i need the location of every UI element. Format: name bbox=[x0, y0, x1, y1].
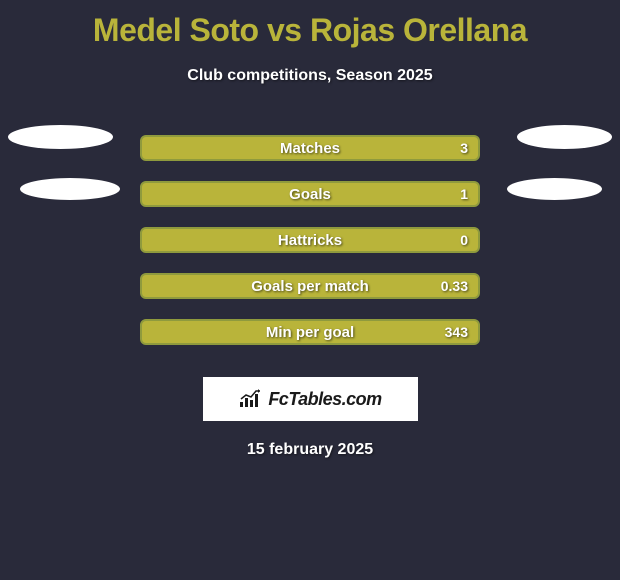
stat-value: 0.33 bbox=[441, 278, 468, 294]
date-text: 15 february 2025 bbox=[0, 441, 620, 459]
page-title: Medel Soto vs Rojas Orellana bbox=[0, 0, 620, 49]
stat-bar-hattricks: Hattricks 0 bbox=[140, 227, 480, 253]
stat-row: Goals per match 0.33 bbox=[10, 263, 610, 309]
stat-bar-min-per-goal: Min per goal 343 bbox=[140, 319, 480, 345]
stats-container: Matches 3 Goals 1 Hattricks 0 Goals per … bbox=[0, 125, 620, 355]
subtitle: Club competitions, Season 2025 bbox=[0, 67, 620, 85]
stat-value: 0 bbox=[460, 232, 468, 248]
stat-value: 3 bbox=[460, 140, 468, 156]
stat-value: 343 bbox=[445, 324, 468, 340]
logo-text: FcTables.com bbox=[268, 389, 381, 410]
stat-row: Min per goal 343 bbox=[10, 309, 610, 355]
logo-box: FcTables.com bbox=[203, 377, 418, 421]
stat-label: Hattricks bbox=[278, 232, 342, 249]
stat-row: Matches 3 bbox=[10, 125, 610, 171]
stat-label: Goals per match bbox=[251, 278, 369, 295]
stat-row: Hattricks 0 bbox=[10, 217, 610, 263]
stat-label: Goals bbox=[289, 186, 331, 203]
stat-bar-goals: Goals 1 bbox=[140, 181, 480, 207]
chart-icon bbox=[238, 389, 264, 409]
stat-label: Matches bbox=[280, 140, 340, 157]
stat-label: Min per goal bbox=[266, 324, 354, 341]
stat-row: Goals 1 bbox=[10, 171, 610, 217]
stat-bar-matches: Matches 3 bbox=[140, 135, 480, 161]
stat-bar-goals-per-match: Goals per match 0.33 bbox=[140, 273, 480, 299]
stat-value: 1 bbox=[460, 186, 468, 202]
